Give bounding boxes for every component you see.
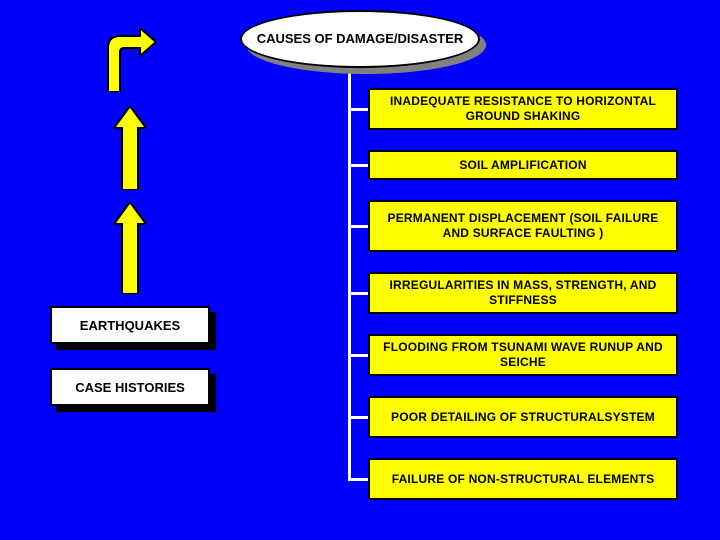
bent-arrow-icon	[100, 28, 156, 97]
cause-box: SOIL AMPLIFICATION	[368, 150, 678, 180]
cause-label: FLOODING FROM TSUNAMI WAVE RUNUP AND SEI…	[378, 340, 668, 370]
connector-stub	[348, 478, 368, 481]
leftbox-label: EARTHQUAKES	[80, 318, 180, 333]
connector-stub	[348, 292, 368, 295]
cause-label: FAILURE OF NON-STRUCTURAL ELEMENTS	[392, 472, 655, 487]
connector-stub	[348, 225, 368, 228]
cause-box: PERMANENT DISPLACEMENT (SOIL FAILURE AND…	[368, 200, 678, 252]
title-text: CAUSES OF DAMAGE/DISASTER	[257, 31, 464, 47]
case-histories-box: CASE HISTORIES	[50, 368, 210, 406]
cause-box: FLOODING FROM TSUNAMI WAVE RUNUP AND SEI…	[368, 334, 678, 376]
cause-label: SOIL AMPLIFICATION	[459, 158, 586, 173]
cause-box: INADEQUATE RESISTANCE TO HORIZONTAL GROU…	[368, 88, 678, 130]
up-arrow-icon	[114, 202, 146, 299]
title-ellipse: CAUSES OF DAMAGE/DISASTER	[240, 10, 480, 68]
cause-label: IRREGULARITIES IN MASS, STRENGTH, AND ST…	[378, 278, 668, 308]
connector-stub	[348, 354, 368, 357]
cause-box: FAILURE OF NON-STRUCTURAL ELEMENTS	[368, 458, 678, 500]
cause-label: PERMANENT DISPLACEMENT (SOIL FAILURE AND…	[378, 211, 668, 241]
cause-box: IRREGULARITIES IN MASS, STRENGTH, AND ST…	[368, 272, 678, 314]
connector-stub	[348, 108, 368, 111]
cause-label: POOR DETAILING OF STRUCTURALSYSTEM	[391, 410, 655, 425]
connector-stub	[348, 416, 368, 419]
up-arrow-icon	[114, 106, 146, 195]
earthquakes-box: EARTHQUAKES	[50, 306, 210, 344]
cause-label: INADEQUATE RESISTANCE TO HORIZONTAL GROU…	[378, 94, 668, 124]
connector-stub	[348, 164, 368, 167]
cause-box: POOR DETAILING OF STRUCTURALSYSTEM	[368, 396, 678, 438]
leftbox-label: CASE HISTORIES	[75, 380, 185, 395]
